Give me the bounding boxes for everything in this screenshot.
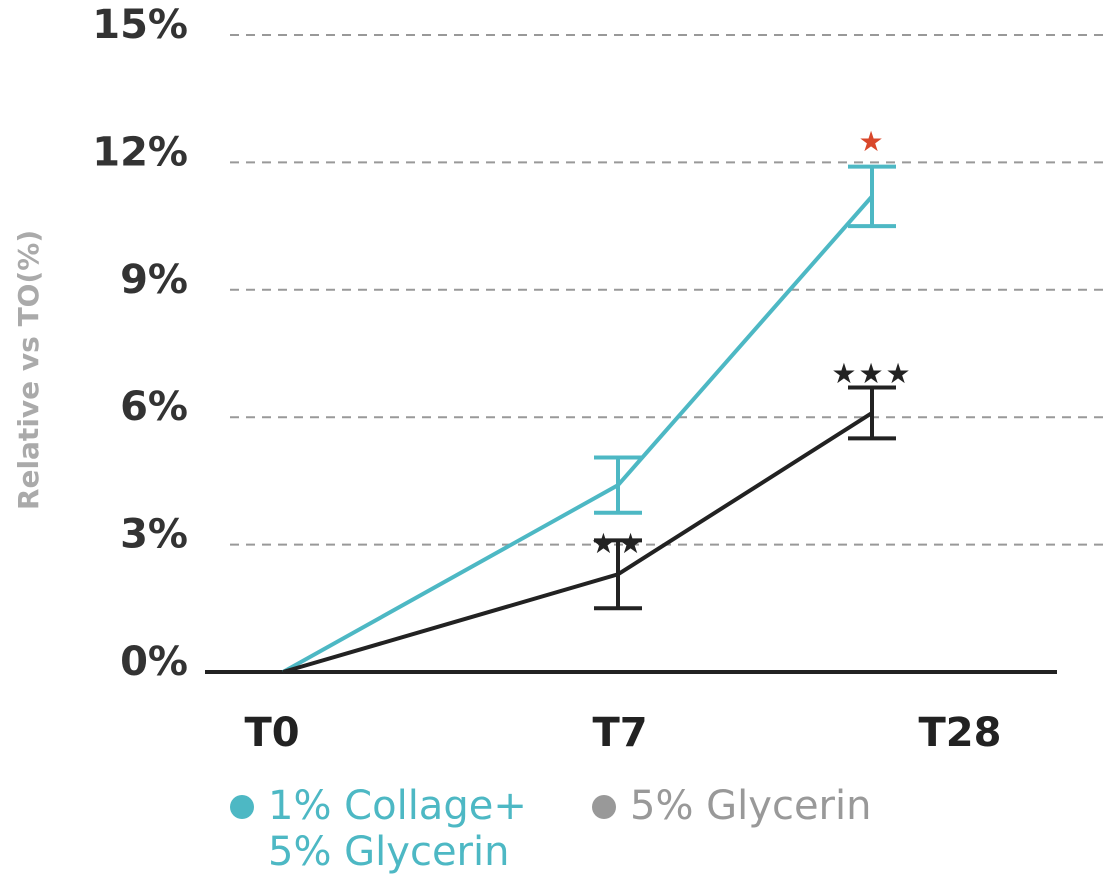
legend-item: 5% Glycerin	[592, 783, 950, 829]
x-tick-label: T7	[592, 710, 647, 756]
legend-item: 1% Collage+ 5% Glycerin	[230, 783, 568, 875]
error-bar	[594, 455, 642, 515]
series-line	[282, 411, 874, 674]
annotation: ★	[858, 125, 885, 158]
error-bar	[848, 385, 896, 441]
legend-label: 5% Glycerin	[630, 783, 872, 829]
error-bar	[594, 538, 642, 611]
y-tick-label: 12%	[92, 129, 188, 175]
y-tick-label: 3%	[120, 512, 188, 558]
annotation: ★★★	[831, 357, 912, 390]
series-line	[282, 195, 874, 674]
y-tick-label: 0%	[120, 639, 188, 685]
legend-marker	[230, 795, 254, 819]
y-axis-label: Relative vs TO(%)	[12, 230, 45, 510]
x-tick-label: T0	[244, 710, 299, 756]
legend-marker	[592, 795, 616, 819]
annotation: ★★	[591, 527, 645, 560]
y-tick-label: 15%	[92, 2, 188, 48]
error-bar	[848, 164, 896, 229]
x-tick-label: T28	[919, 710, 1002, 756]
y-tick-label: 6%	[120, 384, 188, 430]
y-tick-label: 9%	[120, 257, 188, 303]
legend-label: 1% Collage+ 5% Glycerin	[268, 783, 527, 875]
